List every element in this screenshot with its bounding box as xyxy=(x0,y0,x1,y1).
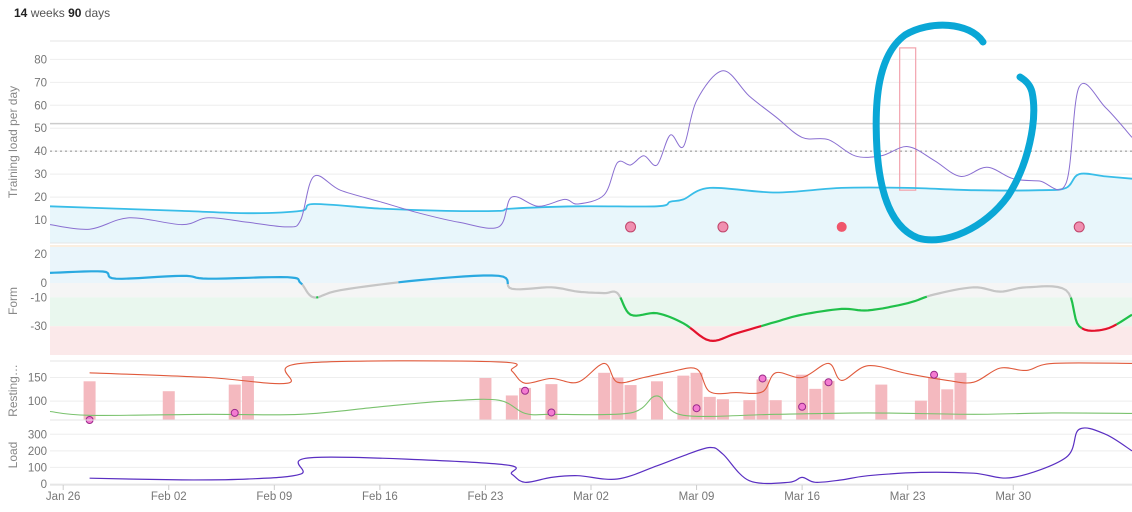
form-ytick-label: -30 xyxy=(30,321,47,333)
resting-bar xyxy=(743,400,756,420)
resting-bar xyxy=(928,377,941,420)
weeks-count: 14 xyxy=(14,6,28,20)
x-tick-label: Mar 02 xyxy=(573,491,609,503)
resting-bar xyxy=(624,385,637,420)
form-line-optimal xyxy=(619,297,691,329)
daily-load-line xyxy=(49,70,1132,230)
x-tick-label: Jan 26 xyxy=(46,491,81,503)
resting-bar xyxy=(822,380,835,420)
resting-marker xyxy=(798,402,807,411)
form-line-neutral xyxy=(506,283,622,299)
load-ytick-label: 300 xyxy=(28,429,47,441)
form-line-fresh xyxy=(398,274,509,285)
resting-bar xyxy=(756,379,769,420)
x-tick-label: Feb 23 xyxy=(468,491,504,503)
resting-ytick-label: 150 xyxy=(28,373,47,385)
form-line-high-risk xyxy=(689,325,762,342)
resting-marker xyxy=(692,404,701,413)
resting-axis-label: Resting… xyxy=(6,364,20,417)
form-axis-label: Form xyxy=(6,287,20,315)
resting-bar xyxy=(809,388,822,420)
planned-load-bar xyxy=(899,47,917,191)
training-load-ytick-label: 10 xyxy=(34,215,47,227)
resting-bar xyxy=(941,389,954,420)
form-ytick-label: -10 xyxy=(30,292,47,304)
form-line-optimal xyxy=(1069,297,1083,330)
load-axis-label: Load xyxy=(6,442,20,469)
resting-marker xyxy=(521,386,530,395)
resting-bar xyxy=(954,372,967,420)
resting-bar xyxy=(611,377,624,420)
fitness-area xyxy=(50,173,1132,243)
fitness-line xyxy=(49,172,1132,215)
form-zone-band xyxy=(50,247,1132,283)
x-tick-label: Mar 16 xyxy=(784,491,820,503)
resting-marker xyxy=(547,408,556,417)
handwritten-circle-annotation xyxy=(872,21,1038,244)
form-line-optimal xyxy=(760,295,928,328)
x-tick-label: Feb 16 xyxy=(362,491,398,503)
resting-bar xyxy=(505,395,518,420)
form-line-neutral xyxy=(926,285,1072,299)
event-marker xyxy=(625,221,637,233)
form-line-neutral xyxy=(317,281,399,299)
load-ytick-label: 0 xyxy=(41,479,47,491)
resting-bar xyxy=(703,396,716,420)
days-label: days xyxy=(84,6,111,20)
x-tick-label: Feb 09 xyxy=(256,491,292,503)
event-marker xyxy=(717,221,729,233)
weeks-label: weeks xyxy=(30,6,65,20)
resting-bar xyxy=(875,384,888,420)
training-load-ytick-label: 40 xyxy=(34,146,47,158)
resting-bar xyxy=(241,376,254,420)
resting-marker xyxy=(930,370,939,379)
training-load-ytick-label: 70 xyxy=(34,77,47,89)
resting-upper-line xyxy=(89,360,1132,395)
resting-bar xyxy=(716,399,729,420)
form-line-fresh xyxy=(49,270,304,286)
load-ytick-label: 200 xyxy=(28,446,47,458)
resting-bar xyxy=(690,372,703,420)
load-ytick-label: 100 xyxy=(28,462,47,474)
load-line xyxy=(89,427,1132,485)
form-line-optimal xyxy=(1116,313,1132,326)
training-load-ytick-label: 20 xyxy=(34,192,47,204)
resting-bar xyxy=(769,400,782,420)
x-tick-label: Mar 30 xyxy=(995,491,1031,503)
resting-marker xyxy=(758,374,767,383)
event-marker xyxy=(836,221,847,232)
resting-bar xyxy=(598,372,611,420)
form-zone-band xyxy=(50,326,1132,355)
resting-bar xyxy=(677,375,690,420)
form-zone-band xyxy=(50,297,1132,327)
resting-bar xyxy=(914,400,927,420)
training-load-ytick-label: 80 xyxy=(34,54,47,66)
x-tick-label: Mar 23 xyxy=(890,491,926,503)
resting-ytick-label: 100 xyxy=(28,396,47,408)
training-load-ytick-label: 50 xyxy=(34,123,47,135)
training-load-axis-label: Training load per day xyxy=(6,86,20,198)
range-header: 14 weeks 90 days xyxy=(14,6,110,20)
x-tick-label: Feb 02 xyxy=(151,491,187,503)
form-ytick-label: 20 xyxy=(34,249,47,261)
form-line-high-risk xyxy=(1081,323,1118,332)
form-line-neutral xyxy=(301,283,317,299)
resting-bar xyxy=(650,381,663,420)
resting-marker xyxy=(230,408,239,417)
event-marker xyxy=(1073,221,1085,233)
resting-marker xyxy=(824,378,833,387)
resting-bar xyxy=(83,381,96,420)
x-tick-label: Mar 09 xyxy=(679,491,715,503)
days-count: 90 xyxy=(68,6,82,20)
training-load-ytick-label: 60 xyxy=(34,100,47,112)
form-ytick-label: 0 xyxy=(41,278,47,290)
resting-lower-line xyxy=(49,395,1132,418)
training-load-ytick-label: 30 xyxy=(34,169,47,181)
form-zone-band xyxy=(50,283,1132,298)
resting-bar xyxy=(162,391,175,420)
